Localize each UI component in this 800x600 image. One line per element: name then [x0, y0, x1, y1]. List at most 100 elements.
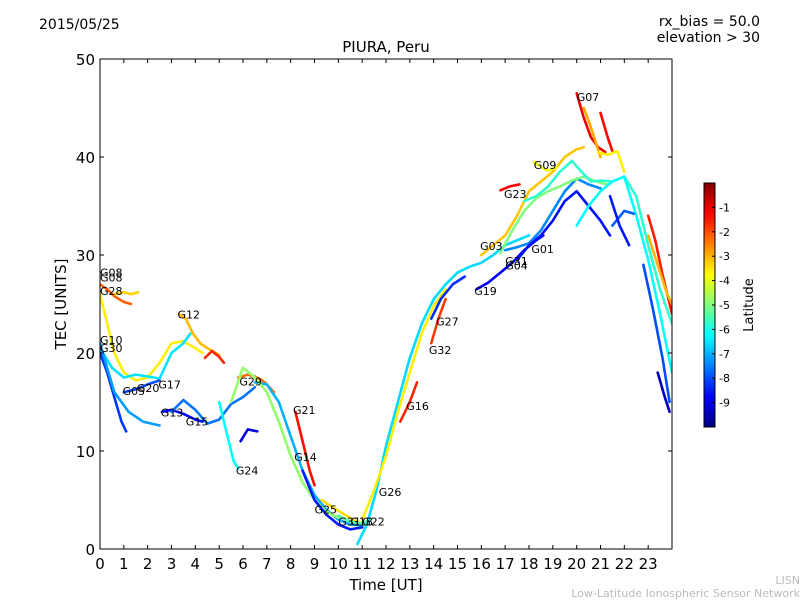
colorbar-tick-label: -4 — [719, 275, 730, 288]
series-g30 — [100, 351, 128, 433]
satellite-label: G16 — [406, 400, 429, 413]
colorbar-tick-label: -2 — [719, 226, 730, 239]
satellite-label: G22 — [362, 516, 385, 529]
series-g11 — [596, 149, 626, 173]
satellite-label: G24 — [236, 465, 259, 478]
satellite-label: G08 — [100, 267, 123, 280]
x-tick-label: 1 — [119, 555, 129, 573]
series-g38 — [646, 234, 672, 306]
satellite-label: G31 — [505, 255, 528, 268]
date-label: 2015/05/25 — [39, 17, 120, 33]
satellite-label: G15 — [186, 416, 209, 429]
series-g05 — [122, 379, 161, 394]
plot-frame — [99, 58, 673, 550]
satellite-label: G30 — [100, 342, 123, 355]
series-g20 — [100, 332, 192, 380]
x-tick-label: 22 — [615, 555, 634, 573]
series-layer — [100, 92, 672, 546]
y-axis-label: TEC [UNITS] — [52, 259, 70, 351]
satellite-label: G25 — [315, 504, 338, 517]
colorbar-tick-label: -6 — [719, 323, 730, 336]
x-tick-label: 6 — [238, 555, 248, 573]
series-g07 — [575, 92, 607, 154]
satellite-label: G12 — [178, 309, 201, 322]
x-tick-label: 15 — [448, 555, 467, 573]
rx-bias-label: rx_bias = 50.0 — [658, 14, 760, 30]
colorbar-tick-label: -1 — [719, 201, 730, 214]
x-tick-label: 2 — [143, 555, 153, 573]
satellite-label: G04 — [505, 260, 528, 273]
satellite-label: G23 — [504, 188, 527, 201]
satellite-label: G20 — [137, 382, 160, 395]
series-g31 — [320, 498, 364, 525]
satellite-label: G03 — [480, 240, 503, 253]
y-tick-label: 50 — [76, 51, 95, 69]
axes: 0 1 2 3 4 5 6 7 8 9 10 11 12 13 14 15 16 17 18 19 20 21 22 2301… — [76, 51, 672, 573]
footer-lisn: LISN — [775, 574, 800, 587]
x-tick-label: 12 — [376, 555, 395, 573]
series-g21 — [294, 410, 316, 487]
series-g12b — [203, 349, 226, 365]
colorbar-tick-label: -3 — [719, 250, 730, 263]
series-g17 — [100, 341, 161, 427]
x-tick-label: 3 — [167, 555, 177, 573]
y-tick-label: 0 — [85, 541, 95, 559]
x-tick-label: 17 — [496, 555, 515, 573]
x-axis-label: Time [UT] — [348, 576, 422, 594]
series-g06 — [611, 209, 636, 227]
colorbar-tick-label: -9 — [719, 397, 730, 410]
series-g15 — [170, 386, 257, 425]
x-tick-label: 20 — [567, 555, 586, 573]
x-tick-label: 21 — [591, 555, 610, 573]
x-tick-label: 23 — [639, 555, 658, 573]
satellite-label: G05 — [123, 385, 146, 398]
series-g08 — [113, 290, 140, 296]
satellite-label: G09 — [534, 159, 557, 172]
series-g16 — [399, 381, 419, 423]
satellite-label: G17 — [158, 378, 181, 391]
colorbar-tick-label: -7 — [719, 348, 730, 361]
series-g28 — [100, 283, 133, 306]
satellite-label: G29 — [239, 375, 262, 388]
satellite-label: G32 — [429, 344, 452, 357]
series-g24b — [239, 428, 259, 443]
satellite-label: G18 — [350, 516, 373, 529]
series-g07c — [599, 111, 614, 153]
series-g01 — [503, 177, 602, 252]
x-tick-label: 4 — [191, 555, 201, 573]
footer-network: Low-Latitude Ionospheric Sensor Network — [571, 587, 800, 600]
series-g35 — [642, 263, 671, 404]
satellite-label: G08 — [100, 272, 123, 285]
series-g02 — [575, 175, 672, 374]
x-tick-label: 16 — [472, 555, 491, 573]
satellite-label: G13 — [161, 407, 184, 420]
satellite-label: G28 — [100, 285, 123, 298]
satellite-label: G10 — [100, 334, 123, 347]
series-g14b — [229, 366, 340, 519]
satellite-label: G07 — [577, 91, 600, 104]
colorbar-tick-label: -8 — [719, 372, 730, 385]
satellite-label: G14 — [294, 451, 317, 464]
series-g34 — [608, 194, 631, 247]
series-g26 — [360, 288, 447, 521]
footer: LISN Low-Latitude Ionospheric Sensor Net… — [571, 574, 800, 600]
x-tick-label: 14 — [424, 555, 443, 573]
series-g09 — [532, 160, 559, 172]
x-tick-label: 0 — [95, 555, 105, 573]
x-tick-label: 7 — [262, 555, 272, 573]
y-tick-label: 40 — [76, 149, 95, 167]
x-tick-label: 9 — [310, 555, 320, 573]
satellite-label: G01 — [531, 243, 554, 256]
series-g13 — [160, 408, 204, 423]
satellite-label: G31 — [338, 516, 361, 529]
elevation-label: elevation > 30 — [656, 30, 760, 46]
y-tick-label: 10 — [76, 443, 95, 461]
series-g24 — [217, 400, 240, 470]
series-g12 — [177, 312, 221, 357]
satellite-labels: G28G08G08G10G30G05G20G17G13G15G12G29G24G… — [100, 91, 599, 528]
y-tick-label: 20 — [76, 345, 95, 363]
satellite-label: G21 — [293, 404, 316, 417]
series-g25 — [301, 469, 364, 531]
colorbar-tick-label: -5 — [719, 299, 730, 312]
